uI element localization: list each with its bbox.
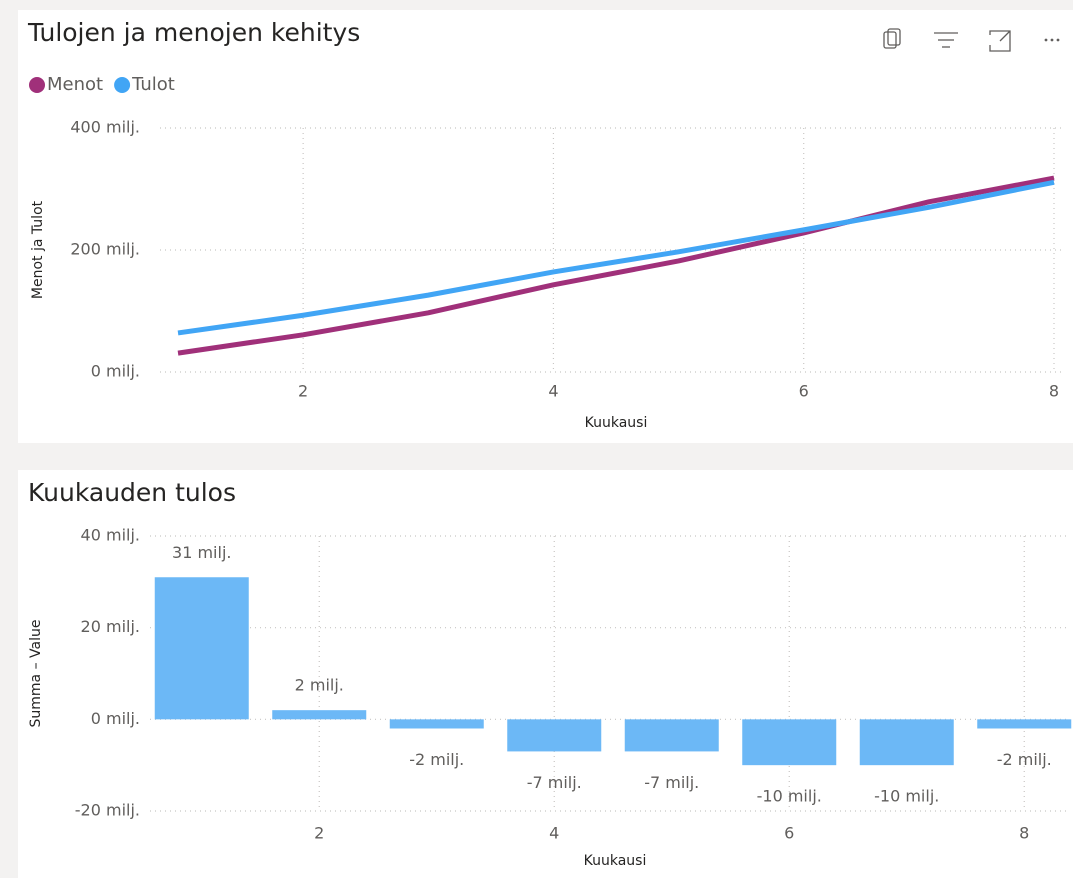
legend-marker xyxy=(114,77,131,93)
focus-icon[interactable] xyxy=(989,30,1011,52)
y-tick-label: 200 milj. xyxy=(70,240,140,259)
chart-title: Kuukauden tulos xyxy=(28,478,236,507)
data-label: -2 milj. xyxy=(997,750,1052,769)
toolbar xyxy=(883,28,1060,52)
bar xyxy=(624,719,719,752)
x-axis-title: Kuukausi xyxy=(585,415,648,431)
copy-icon[interactable] xyxy=(883,28,901,49)
x-tick-label: 6 xyxy=(799,382,809,401)
line xyxy=(177,179,1055,336)
data-label: 2 milj. xyxy=(295,676,344,695)
data-label: -7 milj. xyxy=(644,773,699,792)
x-tick-label: 6 xyxy=(784,824,794,843)
x-tick-label: 4 xyxy=(548,382,558,401)
bar xyxy=(272,710,367,720)
panel xyxy=(18,10,1073,443)
y-tick-label: 20 milj. xyxy=(81,617,140,636)
bar xyxy=(859,719,954,766)
data-label: -10 milj. xyxy=(874,787,939,806)
x-tick-label: 8 xyxy=(1019,824,1029,843)
y-axis-title: Summa – Value xyxy=(28,620,44,728)
x-tick-label: 2 xyxy=(314,824,324,843)
line xyxy=(177,175,1055,356)
legend-label: Tulot xyxy=(131,74,175,95)
bar xyxy=(507,719,602,752)
legend-label: Menot xyxy=(47,74,103,95)
filter-icon[interactable] xyxy=(934,32,958,48)
legend-marker xyxy=(29,77,45,93)
data-label: -7 milj. xyxy=(527,773,582,792)
y-tick-label: 40 milj. xyxy=(81,526,140,545)
more-icon[interactable] xyxy=(1044,38,1060,42)
chart-title: Tulojen ja menojen kehitys xyxy=(27,18,360,47)
bar xyxy=(154,577,249,720)
data-label: -2 milj. xyxy=(409,750,464,769)
y-tick-label: 0 milj. xyxy=(91,362,140,381)
y-axis-title: Menot ja Tulot xyxy=(30,200,46,299)
y-tick-label: 0 milj. xyxy=(91,709,140,728)
x-axis-title: Kuukausi xyxy=(584,853,647,869)
x-tick-label: 4 xyxy=(549,824,559,843)
bar xyxy=(977,719,1072,729)
bar xyxy=(389,719,484,729)
x-tick-label: 8 xyxy=(1049,382,1059,401)
y-tick-label: 400 milj. xyxy=(70,118,140,137)
data-label: 31 milj. xyxy=(172,543,231,562)
data-label: -10 milj. xyxy=(757,787,822,806)
bar xyxy=(742,719,837,766)
y-tick-label: -20 milj. xyxy=(75,801,140,820)
x-tick-label: 2 xyxy=(298,382,308,401)
